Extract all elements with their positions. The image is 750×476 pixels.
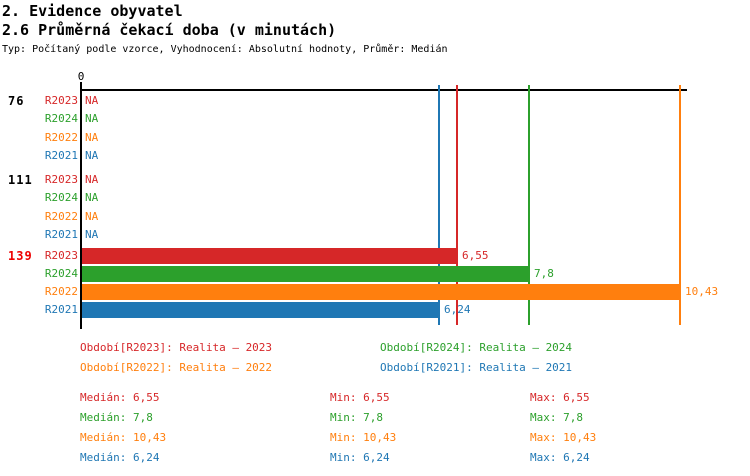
stat-median: Medián: 10,43 — [80, 431, 167, 444]
chart-title: 2.6 Průměrná čekací doba (v minutách) — [2, 21, 337, 39]
median-line-r2022 — [679, 85, 681, 325]
stat-median: Medián: 7,8 — [80, 411, 153, 424]
row-year-label: R2021 — [44, 303, 78, 316]
stat-min: Min: 7,8 — [330, 411, 383, 424]
stat-max: Max: 6,55 — [530, 391, 590, 404]
bar-r2024 — [82, 266, 530, 282]
row-na-value: NA — [85, 191, 99, 204]
stat-min: Min: 6,24 — [330, 451, 390, 464]
stat-max: Max: 7,8 — [530, 411, 583, 424]
stat-max: Max: 10,43 — [530, 431, 597, 444]
row-na-value: NA — [85, 94, 99, 107]
row-na-value: NA — [85, 210, 99, 223]
stat-max: Max: 6,24 — [530, 451, 590, 464]
stat-min: Min: 10,43 — [330, 431, 397, 444]
row-year-label: R2021 — [44, 149, 78, 162]
row-na-value: NA — [85, 112, 99, 125]
stat-min: Min: 6,55 — [330, 391, 390, 404]
median-line-r2023 — [456, 85, 458, 325]
row-na-value: NA — [85, 228, 99, 241]
bar-value-label: 6,24 — [444, 303, 471, 316]
row-year-label: R2022 — [44, 210, 78, 223]
x-axis-origin-label: 0 — [77, 70, 85, 83]
row-year-label: R2024 — [44, 112, 78, 125]
row-na-value: NA — [85, 149, 99, 162]
bar-r2021 — [82, 302, 440, 318]
row-year-label: R2024 — [44, 267, 78, 280]
row-year-label: R2023 — [44, 173, 78, 186]
legend-item-r2023: Období[R2023]: Realita – 2023 — [80, 341, 273, 354]
page-title: 2. Evidence obyvatel — [2, 2, 183, 20]
row-year-label: R2023 — [44, 249, 78, 262]
x-axis-line — [80, 89, 687, 91]
group-label: 76 — [8, 94, 25, 108]
bar-r2022 — [82, 284, 681, 300]
median-line-r2024 — [528, 85, 530, 325]
chart-subtitle: Typ: Počítaný podle vzorce, Vyhodnocení:… — [2, 44, 448, 55]
bar-value-label: 7,8 — [534, 267, 554, 280]
row-year-label: R2024 — [44, 191, 78, 204]
bar-r2023 — [82, 248, 458, 264]
stat-median: Medián: 6,24 — [80, 451, 160, 464]
row-year-label: R2022 — [44, 285, 78, 298]
legend-item-r2021: Období[R2021]: Realita – 2021 — [380, 361, 573, 374]
bar-value-label: 6,55 — [462, 249, 489, 262]
stat-median: Medián: 6,55 — [80, 391, 160, 404]
group-label: 111 — [8, 173, 33, 187]
row-na-value: NA — [85, 173, 99, 186]
median-line-r2021 — [438, 85, 440, 325]
row-year-label: R2022 — [44, 131, 78, 144]
row-na-value: NA — [85, 131, 99, 144]
bar-value-label: 10,43 — [685, 285, 719, 298]
row-year-label: R2023 — [44, 94, 78, 107]
y-axis-line — [80, 82, 82, 329]
row-year-label: R2021 — [44, 228, 78, 241]
legend-item-r2022: Období[R2022]: Realita – 2022 — [80, 361, 273, 374]
legend-item-r2024: Období[R2024]: Realita – 2024 — [380, 341, 573, 354]
group-label-highlighted: 139 — [8, 249, 33, 263]
